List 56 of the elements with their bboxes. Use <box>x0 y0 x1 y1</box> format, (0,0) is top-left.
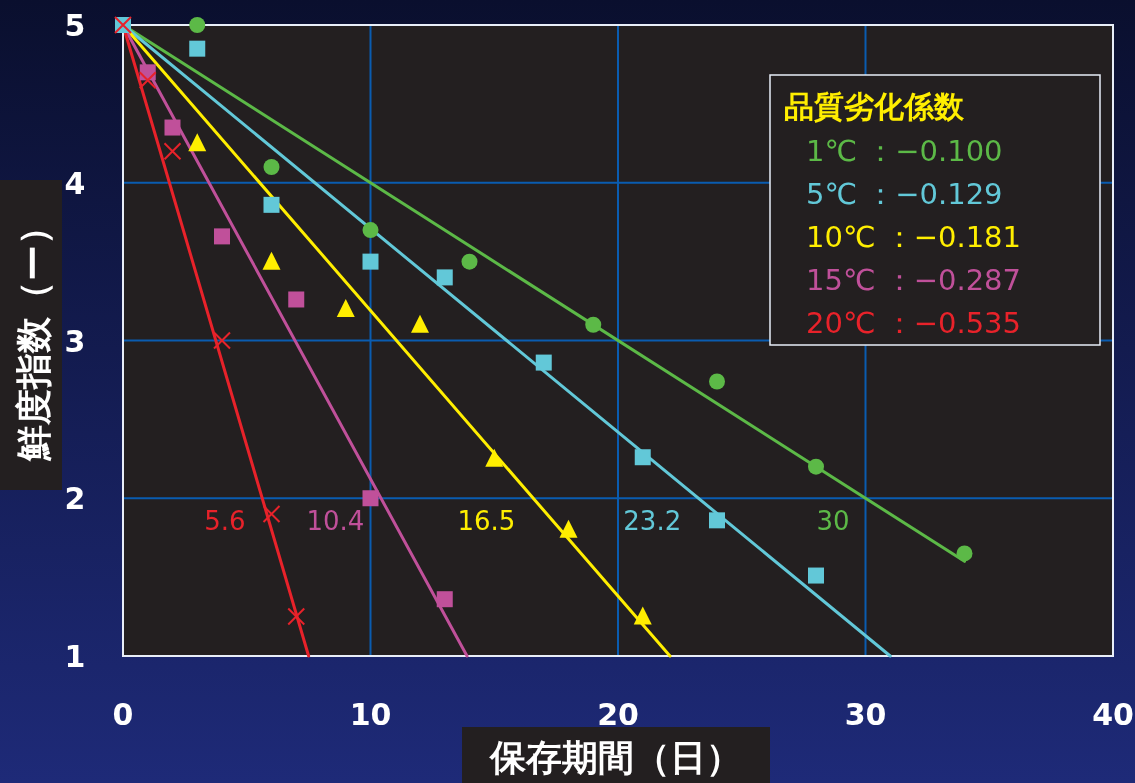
text: 20℃ ：−0.535 <box>806 306 1022 340</box>
point <box>262 505 281 524</box>
point <box>633 606 652 625</box>
text: 15℃ ：−0.287 <box>806 263 1022 297</box>
annotation: 23.2 <box>623 506 682 537</box>
point <box>956 545 973 562</box>
point <box>262 251 281 270</box>
x-tick-label: 30 <box>844 697 887 732</box>
point <box>163 142 182 161</box>
point <box>808 458 824 475</box>
point <box>436 591 453 608</box>
annotation: 5.6 <box>204 506 246 537</box>
point <box>213 331 231 350</box>
point <box>709 373 725 390</box>
y-axis-title: 鮮度指数（ー） <box>13 209 54 462</box>
point <box>189 17 206 33</box>
point <box>138 71 157 90</box>
annotation: 16.5 <box>457 506 516 537</box>
x-tick-label: 40 <box>1092 697 1134 732</box>
point <box>808 567 824 584</box>
point <box>263 196 280 213</box>
point <box>362 253 379 270</box>
annotation: 30 <box>816 506 850 537</box>
point <box>336 298 355 317</box>
point <box>214 228 230 245</box>
point <box>559 519 578 538</box>
point <box>263 158 280 175</box>
x-axis-title: 保存期間（日） <box>488 737 742 778</box>
point <box>164 119 181 136</box>
y-tick-label: 4 <box>64 165 86 201</box>
x-tick-label: 0 <box>112 697 134 732</box>
y-tick-label: 3 <box>64 323 86 359</box>
legend-title: 品質劣化係数 <box>784 89 965 124</box>
text: 5℃ ：−0.129 <box>806 177 1003 211</box>
point <box>485 448 504 467</box>
y-tick-label: 1 <box>64 639 86 674</box>
point <box>709 512 725 529</box>
point <box>461 253 478 270</box>
point <box>287 607 306 626</box>
annotation: 10.4 <box>306 506 365 537</box>
point <box>362 490 379 507</box>
point <box>436 269 453 286</box>
text: 10℃ ：−0.181 <box>806 220 1022 254</box>
point <box>188 133 207 152</box>
point <box>411 314 429 333</box>
point <box>535 354 552 371</box>
point <box>362 222 379 239</box>
point <box>288 291 305 308</box>
text: 1℃ ：−0.100 <box>806 134 1003 168</box>
x-tick-label: 20 <box>597 697 639 732</box>
y-tick-label: 2 <box>64 481 86 517</box>
point <box>585 316 602 333</box>
point <box>189 40 206 57</box>
point <box>634 449 651 466</box>
x-tick-label: 10 <box>349 697 392 732</box>
y-tick-label: 5 <box>64 8 86 43</box>
